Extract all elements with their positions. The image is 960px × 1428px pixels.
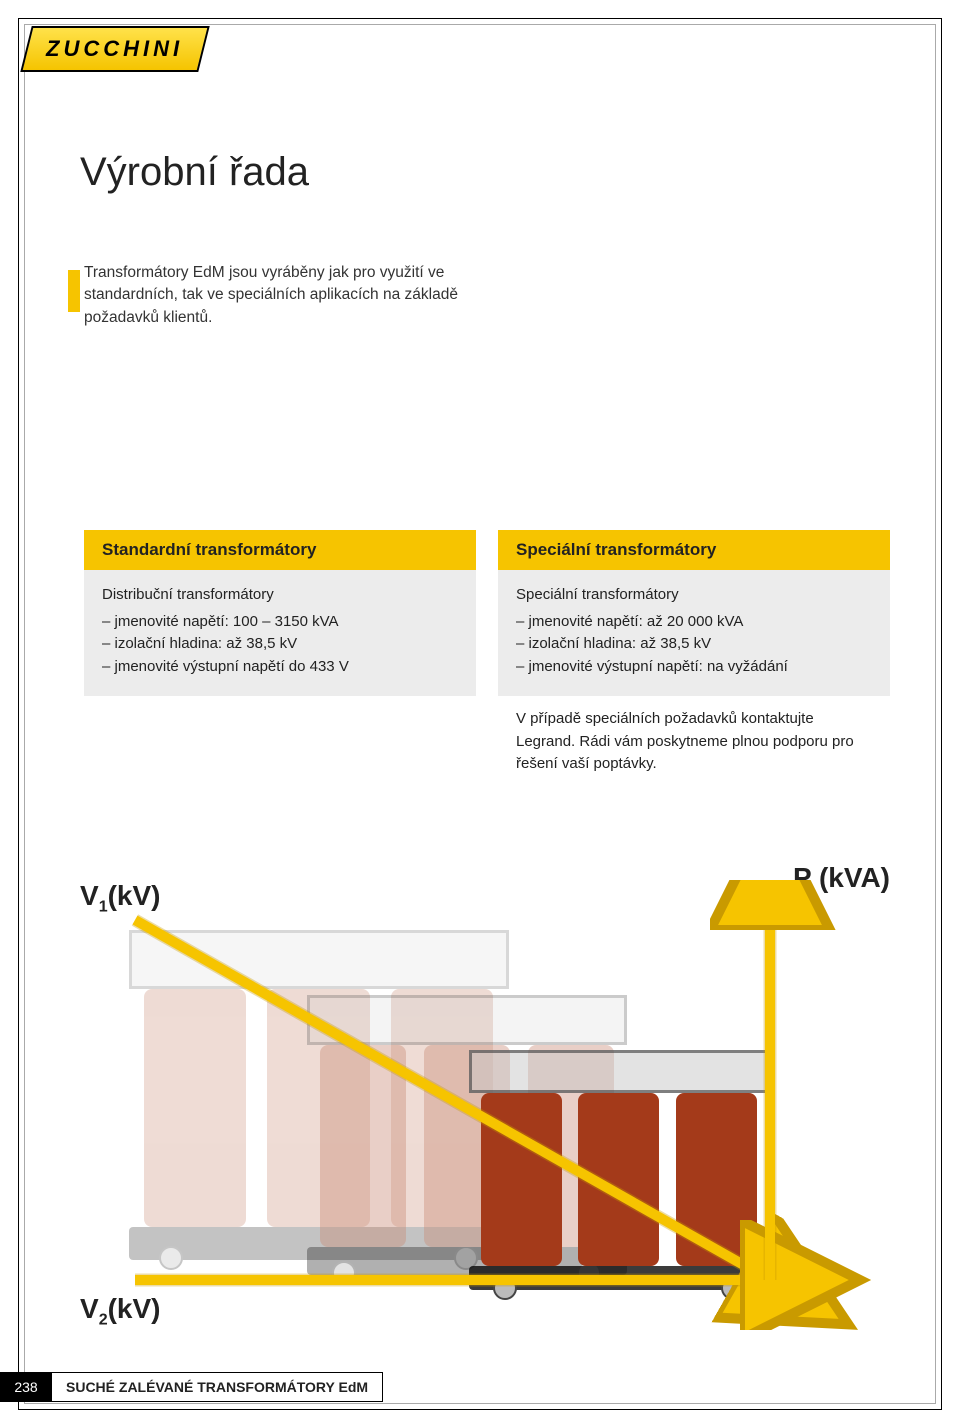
label-v2: V2(kV) (80, 1293, 161, 1330)
right-panel-item: – izolační hladina: až 38,5 kV (516, 633, 872, 656)
right-panel-item: – jmenovité výstupní napětí: na vyžádání (516, 656, 872, 679)
caster-wheel (493, 1276, 517, 1300)
diagram-area: V1(kV) P (kVA) V2(kV) (80, 880, 890, 1330)
panels-row: Standardní transformátory Distribuční tr… (84, 530, 890, 776)
caster-wheel (159, 1246, 183, 1270)
brand-logo: ZUCCHINI (20, 26, 209, 72)
left-panel-item: – jmenovité napětí: 100 – 3150 kVA (102, 611, 458, 634)
label-v2-sub: 2 (99, 1312, 108, 1329)
coil (481, 1093, 562, 1266)
label-v1-sym: V (80, 880, 99, 911)
left-panel: Standardní transformátory Distribuční tr… (84, 530, 476, 776)
label-v2-unit: (kV) (108, 1293, 161, 1324)
coil (578, 1093, 659, 1266)
coil (144, 989, 247, 1227)
caster-wheel (721, 1276, 745, 1300)
right-panel-note: V případě speciálních požadavků kontaktu… (498, 696, 890, 776)
title-accent-bar (68, 270, 80, 312)
label-v1: V1(kV) (80, 880, 161, 917)
transformer-top-frame (129, 930, 509, 989)
transformer-top-frame (469, 1050, 769, 1093)
label-p: P (kVA) (793, 862, 890, 894)
label-v1-unit: (kV) (108, 880, 161, 911)
right-panel-heading: Speciální transformátory (498, 530, 890, 570)
caster-wheel (332, 1261, 356, 1285)
left-panel-body: Distribuční transformátory – jmenovité n… (84, 570, 476, 696)
right-panel-subtitle: Speciální transformátory (516, 584, 872, 607)
page-number: 238 (0, 1372, 52, 1402)
coil (676, 1093, 757, 1266)
right-panel: Speciální transformátory Speciální trans… (498, 530, 890, 776)
transformer-top-frame (307, 995, 627, 1045)
page-title: Výrobní řada (80, 150, 309, 195)
footer-text: SUCHÉ ZALÉVANÉ TRANSFORMÁTORY EdM (52, 1372, 383, 1402)
left-panel-heading: Standardní transformátory (84, 530, 476, 570)
intro-paragraph: Transformátory EdM jsou vyráběny jak pro… (84, 262, 534, 329)
transformer-coils (481, 1093, 757, 1266)
left-panel-item: – jmenovité výstupní napětí do 433 V (102, 656, 458, 679)
transformer-3 (469, 1050, 769, 1290)
label-v2-sym: V (80, 1293, 99, 1324)
title-block: Výrobní řada (80, 150, 309, 195)
page-footer: 238 SUCHÉ ZALÉVANÉ TRANSFORMÁTORY EdM (0, 1372, 383, 1402)
right-panel-body: Speciální transformátory – jmenovité nap… (498, 570, 890, 696)
coil (320, 1045, 406, 1247)
label-v1-sub: 1 (99, 899, 108, 916)
right-panel-item: – jmenovité napětí: až 20 000 kVA (516, 611, 872, 634)
brand-logo-text: ZUCCHINI (46, 36, 183, 62)
left-panel-item: – izolační hladina: až 38,5 kV (102, 633, 458, 656)
left-panel-subtitle: Distribuční transformátory (102, 584, 458, 607)
